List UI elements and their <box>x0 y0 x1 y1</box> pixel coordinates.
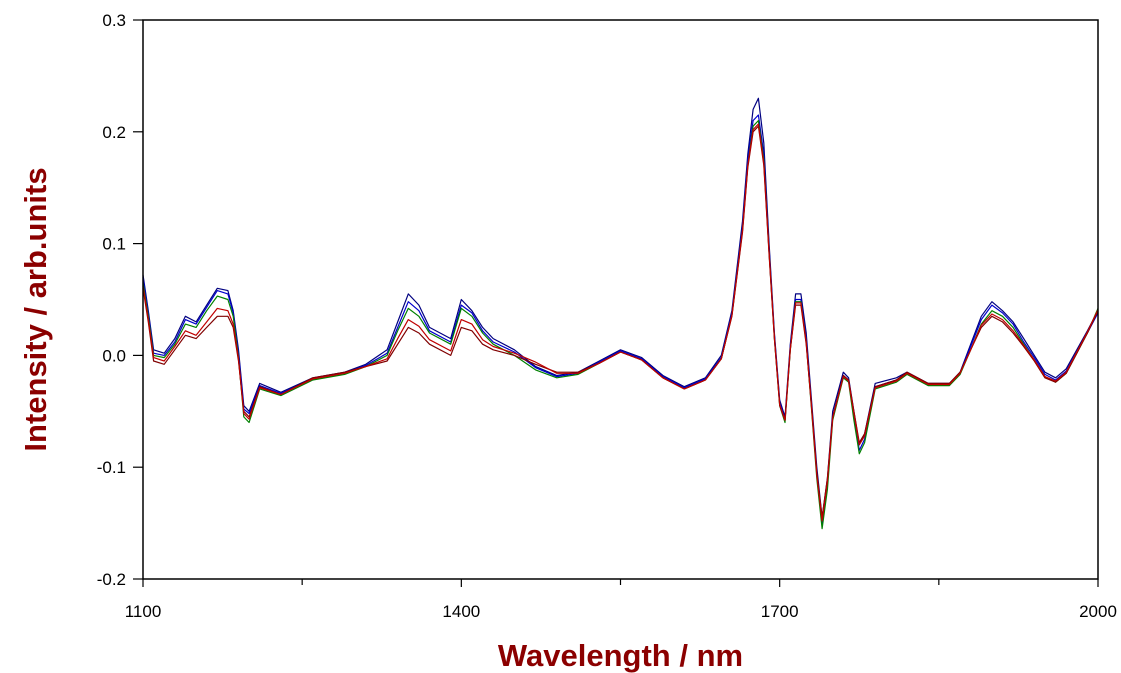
y-axis-title: Intensity / arb.units <box>18 167 53 451</box>
series-line-1 <box>142 97 1099 519</box>
y-tick-label-0.1: 0.1 <box>102 235 126 254</box>
series-line-3 <box>142 120 1099 530</box>
x-tick-label-1100: 1100 <box>125 602 162 621</box>
ticks-layer: 1100 1400 1700 2000 0.3 0.2 0.1 0.0 -0.1 -0.2 <box>97 11 1117 621</box>
plot-frame <box>142 19 1099 580</box>
series-layer <box>142 97 1099 530</box>
series-line-2 <box>142 114 1099 524</box>
x-tick-label-1400: 1400 <box>442 602 480 621</box>
x-tick-label-1700: 1700 <box>761 602 799 621</box>
x-axis-title: Wavelength / nm <box>498 638 743 673</box>
y-tick-label-0.0: 0.0 <box>102 346 126 365</box>
x-tick-label-2000: 2000 <box>1079 602 1117 621</box>
y-tick-label--0.1: -0.1 <box>97 458 126 477</box>
y-tick-label-0.3: 0.3 <box>102 11 126 30</box>
y-tick-label--0.2: -0.2 <box>97 570 126 589</box>
series-line-5 <box>142 123 1099 522</box>
series-line-4 <box>142 125 1099 519</box>
y-tick-label-0.2: 0.2 <box>102 123 126 142</box>
